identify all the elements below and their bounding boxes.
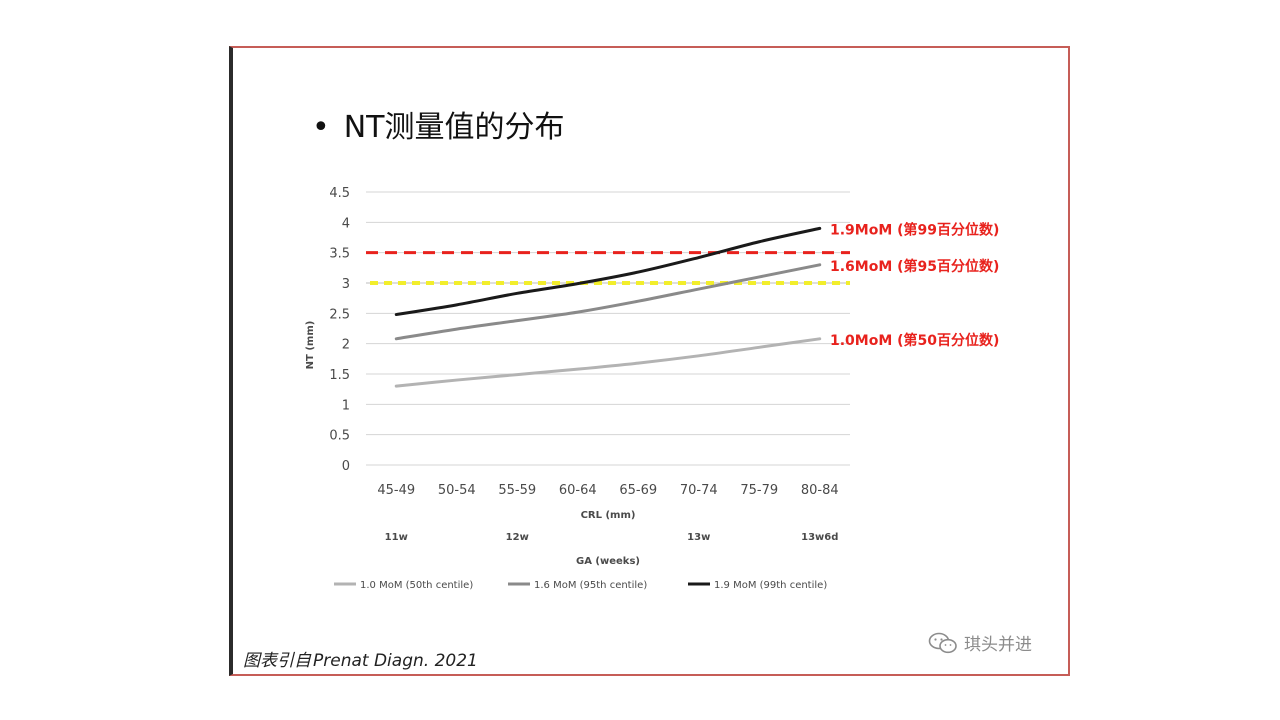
y-tick-label: 4.5 (329, 186, 350, 201)
x-tick-label: 80-84 (801, 483, 839, 498)
watermark: 琪头并进 (928, 630, 1032, 655)
x-tick-label: 50-54 (438, 483, 476, 498)
y-tick-label: 3 (342, 277, 350, 292)
ga-tick-label: 12w (506, 532, 529, 543)
watermark-text: 琪头并进 (964, 635, 1032, 655)
ga-axis-label: GA (weeks) (576, 556, 640, 567)
y-axis-label: NT (mm) (305, 321, 316, 370)
y-tick-label: 2 (342, 338, 350, 353)
y-tick-label: 0 (342, 459, 350, 474)
series-annotation: 1.9MoM (第99百分位数) (830, 221, 999, 238)
ga-tick-label: 13w6d (801, 532, 838, 543)
ga-tick-label: 13w (687, 532, 710, 543)
figure-caption: 图表引自 Prenat Diagn. 2021 (243, 646, 478, 671)
x-axis-label: CRL (mm) (581, 510, 636, 521)
y-tick-label: 3.5 (329, 247, 350, 262)
legend-label: 1.6 MoM (95th centile) (534, 580, 647, 591)
wechat-icon (928, 632, 958, 654)
x-tick-label: 75-79 (740, 483, 778, 498)
x-tick-label: 65-69 (619, 483, 657, 498)
ga-tick-label: 11w (385, 532, 408, 543)
caption-source: Prenat Diagn. 2021 (313, 651, 478, 671)
slide-title: • NT测量值的分布 (312, 102, 564, 146)
y-tick-label: 4 (342, 216, 350, 231)
series-line-2 (394, 226, 822, 317)
series-line-0 (394, 337, 822, 388)
series-annotation: 1.6MoM (第95百分位数) (830, 258, 999, 275)
y-tick-label: 2.5 (329, 307, 350, 322)
x-tick-label: 55-59 (498, 483, 536, 498)
y-tick-label: 0.5 (329, 429, 350, 444)
legend-label: 1.9 MoM (99th centile) (714, 580, 827, 591)
series-line-1 (394, 263, 822, 341)
x-tick-label: 60-64 (559, 483, 597, 498)
y-tick-label: 1.5 (329, 368, 350, 383)
title-text: NT测量值的分布 (343, 110, 565, 145)
title-bullet: • (312, 110, 330, 145)
caption-prefix: 图表引自 (243, 651, 311, 671)
legend-label: 1.0 MoM (50th centile) (360, 580, 473, 591)
y-tick-label: 1 (342, 398, 350, 413)
x-tick-label: 70-74 (680, 483, 718, 498)
series-annotation: 1.0MoM (第50百分位数) (830, 332, 999, 349)
x-tick-label: 45-49 (377, 483, 415, 498)
